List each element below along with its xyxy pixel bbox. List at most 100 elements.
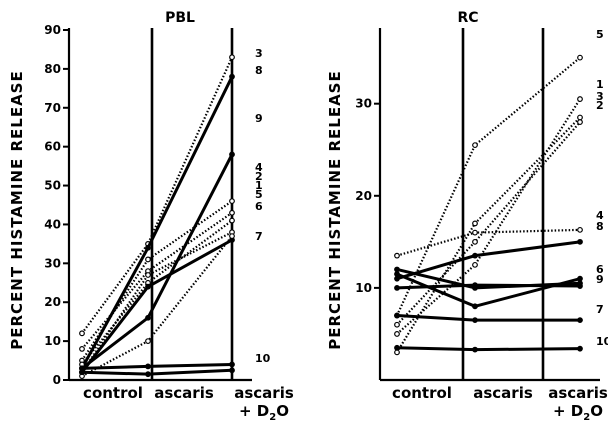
data-point — [472, 220, 478, 227]
data-point — [229, 209, 235, 216]
data-point — [79, 369, 85, 376]
data-point — [577, 238, 583, 245]
data-point — [79, 345, 85, 352]
y-axis-label: PERCENT HISTAMINE RELEASE — [326, 70, 344, 349]
data-point — [577, 96, 583, 102]
data-point — [145, 371, 151, 378]
data-point — [472, 282, 478, 289]
series-label: 10 — [255, 352, 271, 365]
x-category-label: control — [392, 384, 452, 402]
data-point — [472, 261, 478, 268]
data-point — [472, 317, 478, 324]
y-tick-label: 30 — [44, 256, 61, 270]
series-label: 9 — [596, 273, 604, 286]
data-point — [145, 283, 151, 290]
chart-panel-pbl: PBL PERCENT HISTAMINE RELEASE 0 10 20 30 40 50 6… — [8, 10, 294, 422]
x-category-label: ascaris — [473, 384, 533, 402]
data-point — [394, 349, 400, 356]
x-category-label: ascaris — [234, 384, 294, 402]
data-point — [472, 238, 478, 245]
data-point — [577, 283, 583, 289]
series-label: 2 — [255, 170, 263, 183]
series-label: 5 — [596, 28, 604, 41]
data-point — [145, 338, 151, 345]
y-tick-label: 40 — [44, 217, 61, 231]
y-tick-label: 10 — [44, 334, 61, 348]
data-point — [472, 252, 478, 259]
series-label: 10 — [596, 335, 608, 348]
chart-title: PBL — [165, 10, 195, 26]
data-point — [577, 317, 583, 324]
y-tick-label: 60 — [44, 140, 61, 154]
data-point — [229, 233, 235, 240]
data-point — [394, 284, 400, 291]
series-label: 6 — [255, 200, 263, 213]
data-point — [577, 226, 583, 233]
chart-title: RC — [457, 10, 478, 26]
y-tick-label: 50 — [44, 179, 61, 193]
series-line — [81, 235, 233, 378]
data-point — [394, 266, 400, 273]
series-line — [396, 98, 581, 335]
y-tick-label: 30 — [355, 97, 372, 111]
series-line — [81, 368, 233, 376]
series-label: 8 — [255, 64, 263, 77]
data-point — [394, 331, 400, 337]
series-label: 4 — [596, 209, 604, 222]
y-tick-label: 20 — [355, 189, 372, 203]
x-category-label: ascaris — [548, 384, 608, 402]
data-point — [472, 229, 478, 236]
series-label: 9 — [255, 112, 263, 125]
y-axis-label: PERCENT HISTAMINE RELEASE — [8, 70, 26, 349]
series-line — [396, 314, 580, 322]
data-point — [577, 54, 583, 61]
y-tick-label: 10 — [355, 281, 372, 295]
data-point — [577, 119, 583, 126]
data-point — [145, 314, 151, 321]
series-line — [81, 231, 233, 373]
series-label: 5 — [255, 188, 263, 201]
data-point — [229, 54, 235, 61]
y-tick-label: 20 — [44, 295, 61, 309]
data-point — [145, 244, 151, 251]
x-category-label: ascaris — [154, 384, 214, 402]
data-point — [577, 275, 583, 282]
data-point — [577, 114, 583, 121]
data-point — [394, 321, 400, 328]
series-label: 3 — [596, 90, 604, 103]
series-line — [396, 272, 581, 308]
data-point — [472, 303, 478, 310]
x-category-label: control — [83, 384, 143, 402]
data-point — [394, 312, 400, 319]
data-point — [229, 367, 235, 374]
data-point — [472, 346, 478, 353]
data-point — [145, 363, 151, 370]
series-label: 4 — [255, 161, 263, 174]
data-point — [145, 272, 151, 278]
chart-panel-rc: RC PERCENT HISTAMINE RELEASE 10 20 30 control… — [326, 10, 608, 422]
series-line — [396, 121, 581, 326]
data-point — [577, 345, 583, 352]
data-point — [394, 271, 400, 277]
data-point — [229, 73, 235, 80]
series-label: 1 — [255, 179, 263, 192]
y-tick-label: 70 — [44, 101, 61, 115]
data-point — [229, 151, 235, 158]
series-label: 7 — [255, 230, 263, 243]
x-category-sublabel: + D2O — [553, 402, 603, 422]
y-tick-label: 0 — [53, 373, 61, 387]
series-label: 6 — [596, 263, 604, 276]
series-label: 3 — [255, 47, 263, 60]
x-category-sublabel: + D2O — [239, 402, 289, 422]
series-label: 1 — [596, 78, 604, 91]
data-point — [472, 142, 478, 149]
series-label: 7 — [596, 303, 604, 316]
y-tick-label: 90 — [44, 23, 61, 37]
data-point — [394, 252, 400, 259]
data-point — [229, 198, 235, 205]
data-point — [394, 275, 400, 282]
data-point — [394, 344, 400, 351]
series-label: 8 — [596, 220, 604, 233]
data-point — [79, 330, 85, 337]
